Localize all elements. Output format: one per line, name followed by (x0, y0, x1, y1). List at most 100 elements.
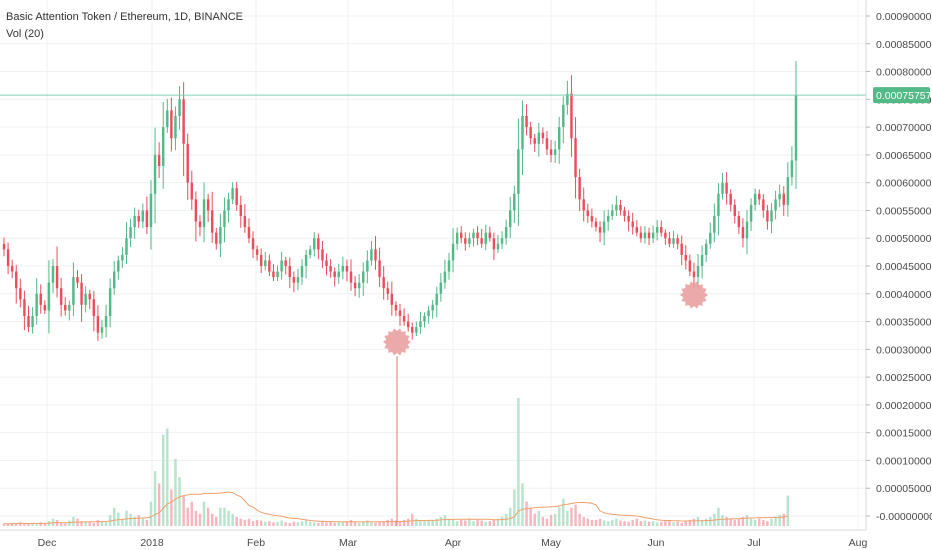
volume-bar (215, 516, 218, 526)
candle-body (504, 227, 508, 239)
candle-body (100, 327, 104, 333)
candle-body (411, 327, 414, 333)
candle-body (574, 138, 577, 178)
candle-body (210, 210, 214, 233)
candle-body (186, 143, 189, 183)
candle-body (174, 116, 177, 139)
volume-bar (288, 522, 291, 526)
volume-bar (182, 495, 185, 526)
volume-bar (468, 518, 471, 526)
volume-indicator-label[interactable]: Vol (20) (6, 28, 44, 40)
candle-body (415, 327, 418, 333)
candle-body (149, 193, 153, 228)
candle-body (272, 271, 275, 278)
volume-bar (366, 520, 369, 526)
volume-bar (439, 516, 443, 526)
volume-bar (219, 507, 222, 526)
candle-body (672, 238, 675, 244)
volume-bar (190, 501, 194, 526)
volume-bar (496, 518, 500, 526)
candle-body (178, 99, 181, 116)
volume-bar (349, 519, 353, 526)
candle-body (598, 227, 602, 233)
volume-bar (210, 513, 214, 526)
volume-bar (153, 471, 157, 526)
volume-bar (423, 521, 426, 526)
candle-body (145, 210, 149, 228)
volume-bar (43, 523, 47, 526)
event-marker-icon[interactable] (680, 281, 708, 309)
candle-body (182, 99, 185, 144)
volume-bar (623, 521, 626, 526)
candle-body (753, 193, 757, 205)
price-tick-label: 0.00010000 (876, 455, 932, 467)
volume-bar (778, 515, 781, 526)
candle-body (553, 149, 557, 155)
candle-body (374, 249, 377, 261)
volume-bar (80, 521, 83, 526)
candle-body (398, 310, 402, 316)
volume-bar (484, 521, 487, 526)
last-price-label: 0.00075757 (876, 90, 932, 102)
volume-bar (627, 521, 630, 526)
volume-bar (100, 521, 104, 526)
volume-bar (517, 398, 520, 526)
time-tick-label: Aug (849, 537, 868, 549)
candle-body (496, 243, 500, 250)
candle-body (745, 221, 749, 239)
volume-bar (427, 520, 430, 526)
volume-bar (700, 519, 704, 526)
candle-body (243, 216, 247, 228)
candle-body (623, 210, 626, 216)
candle-body (778, 193, 781, 200)
candle-body (427, 310, 430, 316)
candle-body (749, 204, 753, 222)
volume-bar (406, 518, 410, 526)
event-marker-icon[interactable] (383, 328, 411, 356)
candle-body (161, 127, 165, 166)
volume-bar (737, 518, 741, 526)
volume-bar (374, 522, 377, 526)
candle-body (786, 177, 790, 205)
volume-bar (227, 510, 230, 526)
volume-bar (553, 513, 557, 526)
candle-body (137, 216, 140, 222)
candle-body (615, 204, 618, 211)
volume-bar (758, 518, 761, 526)
volume-bar (378, 521, 381, 526)
candle-body (606, 216, 610, 222)
price-tick-label: 0.00045000 (876, 261, 932, 273)
candle-body (439, 282, 443, 294)
volume-bar (398, 521, 402, 526)
candle-body (602, 221, 606, 233)
candle-body (317, 238, 320, 250)
time-axis[interactable]: Dec 2018 Feb Mar Apr May Jun Jul Aug (0, 529, 868, 549)
volume-bar (370, 522, 373, 526)
volume-bar (362, 521, 365, 526)
volume-bar (635, 518, 639, 526)
volume-bar (647, 521, 651, 526)
price-tick-label: 0.00060000 (876, 178, 932, 190)
candle-body (451, 243, 455, 261)
volume-bar (492, 519, 496, 526)
volume-bar (741, 516, 745, 526)
candle-body (435, 293, 438, 305)
candle-body (684, 254, 687, 261)
candle-body (96, 316, 100, 333)
volume-bar (578, 513, 581, 526)
candle-body (366, 260, 369, 272)
candle-body (113, 271, 116, 289)
candle-body (19, 288, 22, 300)
candle-body (104, 316, 108, 328)
volume-bar (341, 521, 345, 526)
candle-body (292, 277, 296, 283)
candle-body (545, 138, 549, 150)
candle-body (300, 266, 304, 278)
candle-body (517, 149, 520, 194)
candle-body (443, 271, 447, 283)
candle-body (153, 154, 157, 194)
candle-body (10, 266, 14, 272)
volume-bar (655, 522, 659, 526)
price-axis[interactable]: 0.000900000.000850000.000800000.00075000… (865, 0, 932, 530)
